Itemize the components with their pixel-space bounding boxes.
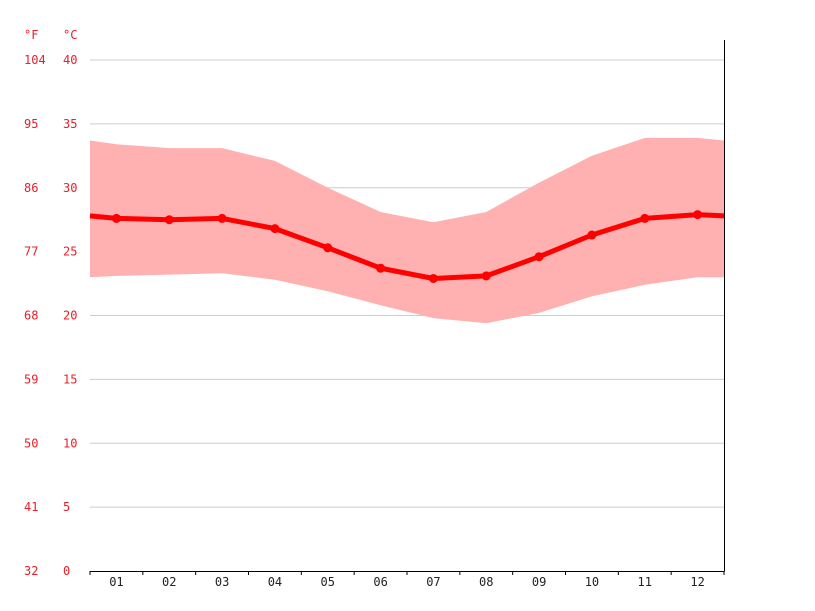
y-tick-label-fahrenheit: 32 <box>24 564 38 578</box>
y-tick-label-fahrenheit: 41 <box>24 500 38 514</box>
average-temperature-line <box>89 210 725 283</box>
y-tick-label-celsius: 25 <box>63 245 77 259</box>
average-temperature-point <box>428 273 438 283</box>
average-temperature-point <box>323 243 333 253</box>
average-temperature-point <box>111 213 121 223</box>
average-temperature-point <box>534 252 544 262</box>
unit-celsius-label: °C <box>63 28 77 42</box>
y-tick-label-fahrenheit: 104 <box>24 53 46 67</box>
y-tick-label-fahrenheit: 59 <box>24 372 38 386</box>
average-temperature-point <box>217 213 227 223</box>
y-tick-label-celsius: 15 <box>63 372 77 386</box>
x-tick-label: 03 <box>215 575 229 589</box>
x-tick-label: 08 <box>479 575 493 589</box>
y-tick-label-fahrenheit: 95 <box>24 117 38 131</box>
y-tick-label-fahrenheit: 86 <box>24 181 38 195</box>
temperature-range-area <box>90 137 724 324</box>
y-tick-label-fahrenheit: 77 <box>24 245 38 259</box>
y-tick-label-celsius: 5 <box>63 500 70 514</box>
x-tick-label: 11 <box>638 575 652 589</box>
y-tick-label-celsius: 40 <box>63 53 77 67</box>
x-tick-label: 01 <box>109 575 123 589</box>
unit-fahrenheit-label: °F <box>24 28 38 42</box>
y-tick-label-celsius: 35 <box>63 117 77 131</box>
y-tick-label-celsius: 0 <box>63 564 70 578</box>
y-tick-label-fahrenheit: 68 <box>24 309 38 323</box>
average-temperature-polyline <box>89 212 725 281</box>
average-temperature-point <box>164 215 174 225</box>
x-tick-label: 07 <box>426 575 440 589</box>
axes <box>89 40 725 575</box>
axis-labels: °F °C 0 32 5 41 10 50 15 59 20 68 25 77 30 86 35 95 40 10… <box>24 28 705 589</box>
x-tick-label: 12 <box>690 575 704 589</box>
average-temperature-point <box>376 263 386 273</box>
average-temperature-point <box>693 210 703 220</box>
x-tick-label: 02 <box>162 575 176 589</box>
temperature-range-band <box>90 137 724 324</box>
y-tick-label-fahrenheit: 50 <box>24 436 38 450</box>
average-temperature-point <box>270 224 280 234</box>
average-temperature-point <box>481 271 491 281</box>
x-tick-label: 10 <box>585 575 599 589</box>
y-tick-label-celsius: 30 <box>63 181 77 195</box>
x-tick-label: 05 <box>321 575 335 589</box>
x-tick-label: 04 <box>268 575 282 589</box>
average-temperature-point <box>640 213 650 223</box>
x-tick-label: 06 <box>373 575 387 589</box>
y-tick-label-celsius: 10 <box>63 436 77 450</box>
x-tick-label: 09 <box>532 575 546 589</box>
y-tick-label-celsius: 20 <box>63 309 77 323</box>
average-temperature-point <box>587 230 597 240</box>
